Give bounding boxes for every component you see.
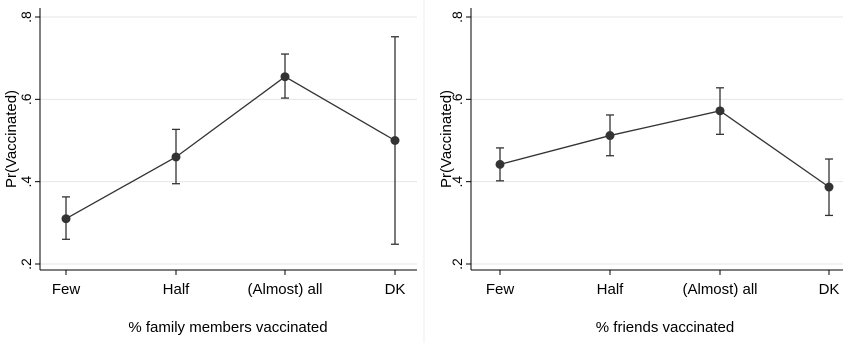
x-tick-label: (Almost) all (682, 281, 757, 298)
chart-panel-friends: .2 .4 .6 .8 Pr(Vaccinated) Few Half (Almost) al… (438, 8, 843, 336)
y-axis-label: Pr(Vaccinated) (438, 90, 455, 188)
data-point (171, 152, 181, 162)
x-tick-label: Few (52, 281, 81, 298)
y-tick-label: .2 (449, 258, 465, 270)
x-axis-label: % friends vaccinated (596, 319, 734, 336)
y-tick-label: .2 (18, 258, 34, 270)
data-point (495, 159, 505, 169)
x-tick-label: Half (163, 281, 191, 298)
x-tick-label: DK (385, 281, 406, 298)
series-line (65, 75, 396, 220)
x-axis-label: % family members vaccinated (128, 319, 327, 336)
y-tick-label: .8 (449, 11, 465, 23)
y-tick-label: .6 (449, 93, 465, 105)
series-line (499, 110, 830, 188)
chart-panel-family: .2 .4 .6 .8 Pr(Vaccinated) Few Half (Almost) al… (3, 8, 417, 336)
y-tick-label: .4 (449, 176, 465, 188)
x-tick-label: DK (819, 281, 840, 298)
y-axis-label: Pr(Vaccinated) (3, 90, 20, 188)
data-point (824, 182, 834, 192)
data-point (390, 136, 400, 145)
x-tick-label: (Almost) all (247, 281, 322, 298)
y-tick-label: .6 (18, 93, 34, 105)
x-tick-label: Few (486, 281, 515, 298)
data-point (715, 106, 725, 116)
data-point (605, 131, 615, 141)
data-point (280, 72, 290, 82)
x-tick-label: Half (597, 281, 625, 298)
y-tick-label: .8 (18, 11, 34, 23)
y-tick-label: .4 (18, 176, 34, 188)
data-point (61, 214, 71, 224)
